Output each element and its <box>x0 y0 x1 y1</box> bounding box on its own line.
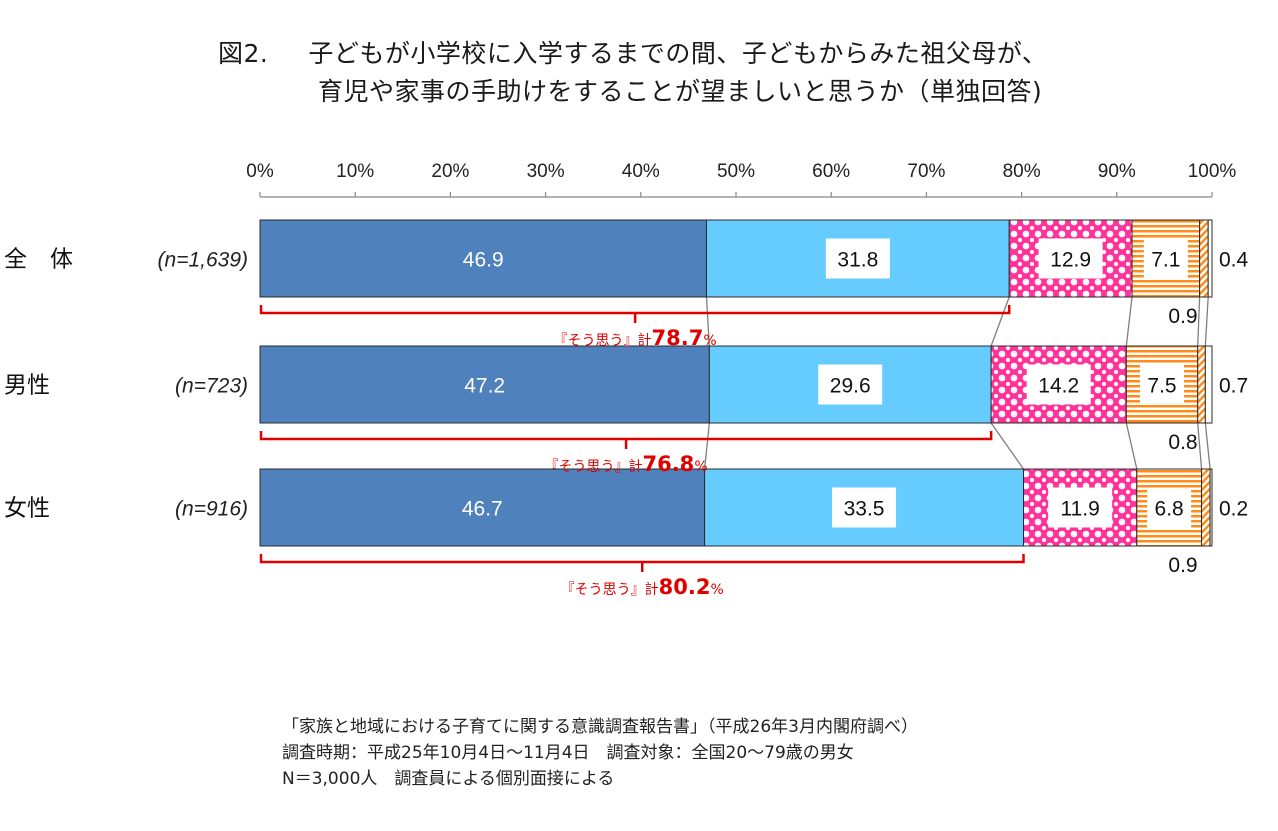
total-prefix: 『そう思う』計 <box>561 582 659 598</box>
data-label: 0.9 <box>1168 554 1197 577</box>
data-label: 12.9 <box>1050 249 1091 272</box>
connector-line <box>1125 422 1138 470</box>
x-tick-label: 30% <box>527 161 565 182</box>
data-label: 6.8 <box>1155 498 1184 521</box>
data-label: 0.8 <box>1168 431 1197 454</box>
data-label: 7.1 <box>1151 249 1180 272</box>
sample-size-label: (n=723) <box>175 375 248 398</box>
chart-title-line2: 育児や家事の手助けをすることが望ましいと思うか（単独回答) <box>318 77 1043 106</box>
bar-segment <box>1197 345 1206 424</box>
data-label-box <box>1048 487 1113 528</box>
connector-line <box>703 422 710 470</box>
chart-title-line1: 図2. 子どもが小学校に入学するまでの間、子どもからみた祖父母が、 <box>218 34 1047 70</box>
connector-line <box>705 296 710 347</box>
data-label: 14.2 <box>1038 375 1079 398</box>
connector-line <box>1204 296 1209 347</box>
total-prefix: 『そう思う』計 <box>554 333 652 349</box>
bar-segment <box>1209 468 1213 547</box>
data-label: 11.9 <box>1060 498 1099 521</box>
connector-line <box>1197 422 1203 470</box>
category-label: 男性 <box>4 373 50 399</box>
x-tick-label: 10% <box>336 161 374 182</box>
data-label: 47.2 <box>464 375 505 398</box>
connector-line <box>1197 296 1201 347</box>
data-label: 29.6 <box>830 375 871 398</box>
bar-segment <box>1201 468 1211 547</box>
total-value: 78.7 <box>652 326 704 350</box>
connector-line <box>990 296 1010 347</box>
total-unit: % <box>703 333 716 349</box>
bar-segment <box>259 219 707 298</box>
x-tick-label: 100% <box>1188 161 1237 182</box>
x-tick-label: 40% <box>622 161 660 182</box>
x-tick-label: 90% <box>1098 161 1136 182</box>
data-label: 0.9 <box>1168 305 1197 328</box>
connector-line <box>1125 296 1133 347</box>
total-bracket <box>259 431 993 449</box>
data-label-box <box>1026 364 1091 405</box>
x-tick-label: 70% <box>907 161 945 182</box>
data-label: 0.7 <box>1219 375 1248 398</box>
data-label: 0.4 <box>1219 249 1249 272</box>
category-label: 全 体 <box>4 247 73 273</box>
x-tick-label: 0% <box>246 161 274 182</box>
data-label-box <box>825 238 890 279</box>
total-prefix: 『そう思う』計 <box>544 459 642 475</box>
survey-period-note: 調査時期：平成25年10月4日～11月4日 調査対象：全国20～79歳の男女 <box>282 743 854 763</box>
data-label-box <box>1140 364 1185 405</box>
bar-segment <box>1207 219 1213 298</box>
total-value: 76.8 <box>642 452 694 476</box>
total-value: 80.2 <box>659 575 711 599</box>
connector-line <box>1204 422 1211 470</box>
source-note: 「家族と地域における子育てに関する意識調査報告書」（平成26年3月内閣府調べ） <box>282 717 918 737</box>
chart-title-text: 子どもが小学校に入学するまでの間、子どもからみた祖父母が、 <box>308 39 1048 68</box>
total-bracket <box>259 305 1011 323</box>
x-tick-label: 80% <box>1003 161 1041 182</box>
connector-line <box>990 422 1025 470</box>
x-tick-label: 20% <box>431 161 469 182</box>
x-tick-label: 50% <box>717 161 755 182</box>
data-label: 0.2 <box>1219 498 1248 521</box>
x-tick-label: 60% <box>812 161 850 182</box>
total-bracket <box>259 554 1025 572</box>
data-label: 46.9 <box>463 249 504 272</box>
total-label: 『そう思う』計76.8% <box>544 452 707 476</box>
data-label: 46.7 <box>462 498 503 521</box>
total-label: 『そう思う』計78.7% <box>554 326 717 350</box>
data-label-box <box>1143 238 1188 279</box>
bar-segment <box>1204 345 1213 424</box>
total-unit: % <box>711 582 724 598</box>
data-label-box <box>1038 238 1103 279</box>
data-label-box <box>832 487 897 528</box>
bar-segment <box>259 345 710 424</box>
data-label-box <box>1147 487 1192 528</box>
stacked-bar-chart: 0% 10% 20% 30% 40% 50% 60% 70% 80% 90% 100% 全 体 (n=… <box>4 161 1249 599</box>
sample-size-note: N＝3,000人 調査員による個別面接による <box>282 769 615 789</box>
sample-size-label: (n=1,639) <box>158 249 248 272</box>
data-label: 33.5 <box>844 498 885 521</box>
total-label: 『そう思う』計80.2% <box>561 575 724 599</box>
total-unit: % <box>694 459 707 475</box>
data-label: 31.8 <box>837 249 878 272</box>
data-label: 7.5 <box>1147 375 1176 398</box>
category-label: 女性 <box>4 496 50 522</box>
figure-number: 図2. <box>218 39 269 68</box>
bar-segment <box>259 468 706 547</box>
data-label-box <box>818 364 883 405</box>
bar-segment <box>1199 219 1209 298</box>
sample-size-label: (n=916) <box>175 498 248 521</box>
